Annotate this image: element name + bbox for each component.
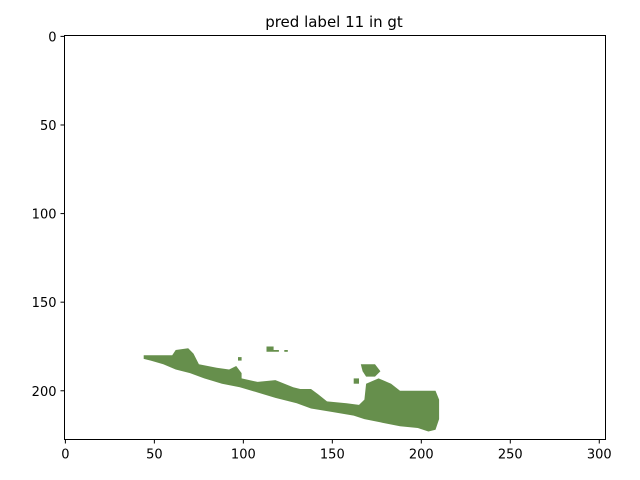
x-tick-label: 50	[146, 448, 163, 463]
y-tick-label: 200	[32, 385, 57, 400]
axes-frame	[64, 35, 606, 440]
x-tick-label: 250	[498, 448, 523, 463]
x-tick-label: 200	[409, 448, 434, 463]
y-tick-label: 150	[32, 296, 57, 311]
mask-region-main-strip	[143, 348, 440, 432]
x-tick-label: 300	[587, 448, 612, 463]
mask-layer	[143, 346, 440, 432]
mask-region-small-blob-left-of-lobe	[353, 378, 359, 384]
mask-region-isolated-pixel-1	[238, 357, 242, 361]
y-tick-label: 100	[32, 208, 57, 223]
y-tick-label: 50	[40, 119, 57, 134]
plot-area: 0 50 100 150 200 250 300 0 50 100 150 200	[32, 30, 612, 462]
x-tick-label: 0	[61, 448, 69, 463]
x-tick-label: 100	[231, 448, 256, 463]
axes-background	[64, 35, 606, 440]
y-tick-label: 0	[48, 30, 56, 45]
mask-region-top-speck	[266, 346, 279, 352]
mask-region-upper-lobe	[360, 364, 381, 377]
y-axis: 0 50 100 150 200	[32, 30, 65, 400]
x-tick-label: 150	[320, 448, 345, 463]
mask-region-isolated-pixel-2	[284, 350, 288, 352]
chart-title: pred label 11 in gt	[265, 13, 403, 31]
x-axis: 0 50 100 150 200 250 300	[61, 439, 612, 463]
